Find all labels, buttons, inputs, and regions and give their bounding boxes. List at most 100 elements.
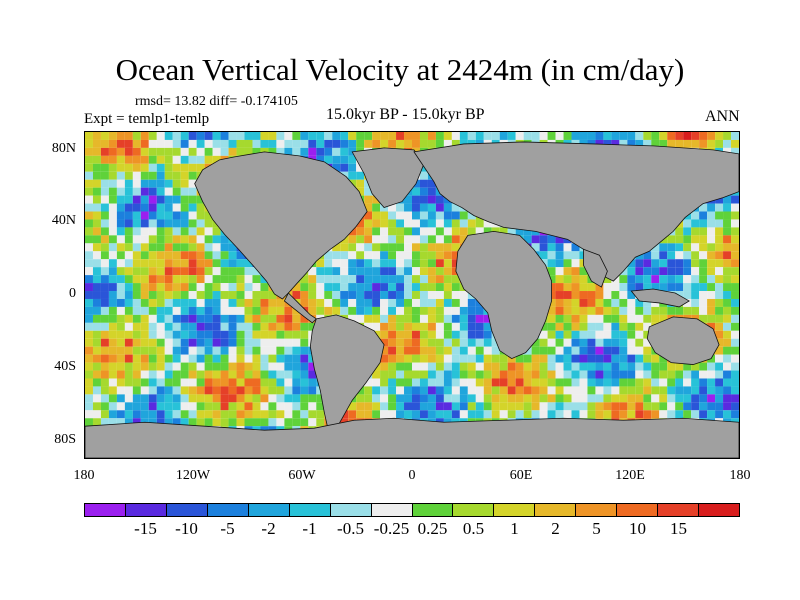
field-cell xyxy=(372,314,381,323)
field-cell xyxy=(196,219,205,228)
field-cell xyxy=(451,275,460,284)
field-cell xyxy=(531,410,540,419)
field-cell xyxy=(419,187,428,196)
field-cell xyxy=(475,338,484,347)
field-cell xyxy=(651,306,660,315)
field-cell xyxy=(635,275,644,284)
field-cell xyxy=(212,354,221,363)
field-cell xyxy=(380,346,389,355)
lon-label-180e: 180 xyxy=(729,468,751,483)
field-cell xyxy=(252,386,261,395)
field-cell xyxy=(236,291,245,299)
field-cell xyxy=(619,314,628,323)
field-cell xyxy=(699,267,708,276)
field-cell xyxy=(260,338,269,347)
field-cell xyxy=(164,259,173,268)
field-cell xyxy=(172,251,181,260)
field-cell xyxy=(164,283,173,292)
field-cell xyxy=(587,306,596,315)
field-cell xyxy=(85,203,93,212)
field-cell xyxy=(204,338,213,347)
field-cell xyxy=(427,378,436,387)
field-cell xyxy=(292,418,301,427)
field-cell xyxy=(699,402,708,411)
field-cell xyxy=(691,251,700,260)
field-cell xyxy=(396,298,405,307)
field-cell xyxy=(571,378,580,387)
field-cell xyxy=(340,275,349,284)
field-cell xyxy=(212,132,221,140)
field-cell xyxy=(92,211,101,220)
field-cell xyxy=(595,394,604,403)
field-cell xyxy=(148,410,157,419)
field-cell xyxy=(204,259,213,268)
field-cell xyxy=(300,291,309,299)
field-cell xyxy=(396,314,405,323)
field-cell xyxy=(132,267,141,276)
field-cell xyxy=(683,410,692,419)
field-cell xyxy=(212,410,221,419)
field-cell xyxy=(563,275,572,284)
field-cell xyxy=(292,283,301,292)
field-cell xyxy=(731,362,739,371)
field-cell xyxy=(659,314,668,323)
field-cell xyxy=(587,298,596,307)
field-cell xyxy=(547,259,556,268)
field-cell xyxy=(563,314,572,323)
field-cell xyxy=(683,362,692,371)
field-cell xyxy=(356,219,365,228)
field-cell xyxy=(723,322,732,331)
field-cell xyxy=(164,378,173,387)
field-cell xyxy=(364,187,373,196)
field-cell xyxy=(388,338,397,347)
field-cell xyxy=(172,219,181,228)
field-cell xyxy=(691,370,700,379)
field-cell xyxy=(619,394,628,403)
field-cell xyxy=(92,370,101,379)
field-cell xyxy=(372,410,381,419)
field-cell xyxy=(180,267,189,276)
field-cell xyxy=(435,195,444,204)
field-cell xyxy=(659,259,668,268)
field-cell xyxy=(587,362,596,371)
field-cell xyxy=(412,132,420,140)
field-cell xyxy=(172,132,181,140)
field-cell xyxy=(164,203,173,212)
field-cell xyxy=(188,314,197,323)
field-cell xyxy=(659,370,668,379)
field-cell xyxy=(539,346,548,355)
field-cell xyxy=(332,163,341,172)
field-cell xyxy=(475,402,484,411)
field-cell xyxy=(180,386,189,395)
field-cell xyxy=(188,251,197,260)
field-cell xyxy=(467,314,476,323)
field-cell xyxy=(140,163,149,172)
field-cell xyxy=(236,322,245,331)
field-cell xyxy=(659,267,668,276)
field-cell xyxy=(483,132,492,140)
field-cell xyxy=(627,402,636,411)
field-cell xyxy=(92,251,101,260)
field-cell xyxy=(675,275,684,284)
field-cell xyxy=(603,370,612,379)
colorbar-swatch xyxy=(125,504,167,516)
field-cell xyxy=(571,132,580,140)
field-cell xyxy=(675,259,684,268)
field-cell xyxy=(260,298,269,307)
field-cell xyxy=(451,370,460,379)
field-cell xyxy=(188,203,197,212)
field-cell xyxy=(85,163,93,172)
colorbar-swatch xyxy=(330,504,372,516)
field-cell xyxy=(731,267,739,276)
field-cell xyxy=(404,330,412,339)
field-cell xyxy=(108,139,117,148)
field-cell xyxy=(356,394,365,403)
field-cell xyxy=(643,394,652,403)
field-cell xyxy=(380,330,389,339)
field-cell xyxy=(587,394,596,403)
field-cell xyxy=(196,267,205,276)
field-cell xyxy=(228,291,237,299)
field-cell xyxy=(467,227,476,236)
field-cell xyxy=(132,291,141,299)
field-cell xyxy=(483,378,492,387)
